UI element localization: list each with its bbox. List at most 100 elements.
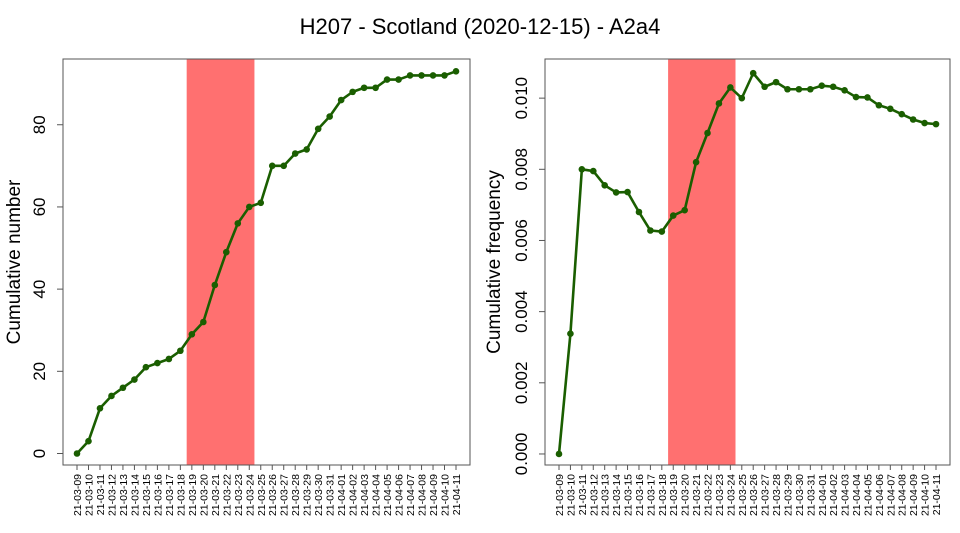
- y-tick-label: 40: [30, 280, 49, 299]
- x-tick-label: 21-03-27: [279, 474, 291, 516]
- data-point: [96, 404, 104, 412]
- x-tick-label: 21-04-01: [817, 474, 829, 516]
- data-point: [337, 96, 345, 104]
- x-tick-label: 21-03-31: [805, 474, 817, 516]
- x-tick-label: 21-03-09: [554, 474, 566, 516]
- x-tick-label: 21-04-04: [851, 474, 863, 516]
- x-tick-label: 21-03-28: [290, 474, 302, 516]
- x-tick-label: 21-04-11: [451, 474, 463, 515]
- x-tick-label: 21-03-22: [221, 474, 233, 516]
- data-point: [177, 347, 184, 355]
- y-tick-label: 0.010: [512, 77, 531, 120]
- data-point: [223, 248, 230, 256]
- y-tick-label: 0.008: [512, 148, 531, 191]
- data-point: [784, 85, 791, 93]
- x-tick-label: 21-03-20: [198, 474, 210, 516]
- data-point: [108, 392, 115, 400]
- data-point: [875, 101, 883, 109]
- x-tick-label: 21-03-25: [256, 474, 268, 516]
- x-tick-label: 21-03-09: [72, 474, 84, 516]
- series-line: [76, 70, 457, 455]
- y-tick-label: 0: [30, 449, 49, 458]
- x-tick-label: 21-03-13: [600, 474, 612, 516]
- data-point: [795, 85, 803, 93]
- data-point: [738, 94, 746, 102]
- x-tick-label: 21-03-18: [175, 474, 187, 516]
- data-point: [257, 199, 265, 207]
- x-tick-label: 21-03-15: [141, 474, 153, 516]
- data-point: [406, 72, 414, 79]
- x-tick-label: 21-03-11: [577, 474, 589, 515]
- x-tick-label: 21-03-30: [313, 474, 325, 516]
- x-tick-label: 21-04-09: [428, 474, 440, 516]
- data-point: [154, 359, 161, 367]
- x-tick-label: 21-04-10: [920, 474, 932, 516]
- data-point: [85, 437, 92, 445]
- x-tick-label: 21-03-12: [106, 474, 118, 516]
- x-tick-label: 21-03-22: [703, 474, 715, 516]
- x-tick-label: 21-04-03: [359, 474, 371, 516]
- x-tick-label: 21-03-19: [668, 474, 680, 516]
- data-point: [601, 182, 608, 189]
- y-tick-label: 0.002: [512, 362, 531, 405]
- y-axis-label: Cumulative number: [4, 179, 25, 344]
- x-tick-label: 21-03-14: [611, 474, 623, 516]
- data-point: [429, 72, 437, 79]
- data-point: [303, 146, 310, 153]
- x-tick-label: 21-04-08: [897, 474, 909, 516]
- x-tick-label: 21-04-03: [840, 474, 852, 516]
- data-point: [349, 88, 356, 96]
- x-tick-label: 21-04-08: [417, 474, 429, 516]
- data-point: [658, 228, 666, 235]
- x-tick-label: 21-03-16: [152, 474, 164, 516]
- x-tick-label: 21-04-04: [371, 474, 383, 516]
- data-point: [578, 166, 586, 173]
- figure-title: H207 - Scotland (2020-12-15) - A2a4: [300, 14, 661, 39]
- x-tick-label: 21-03-10: [83, 474, 95, 516]
- y-tick-label: 0.004: [512, 290, 531, 333]
- x-tick-label: 21-03-25: [737, 474, 749, 516]
- x-tick-label: 21-03-31: [325, 474, 337, 516]
- x-tick-label: 21-03-21: [210, 474, 222, 516]
- x-tick-label: 21-03-24: [244, 474, 256, 516]
- data-point: [234, 220, 242, 227]
- data-point: [314, 125, 322, 133]
- x-tick-label: 21-03-16: [634, 474, 646, 516]
- x-tick-label: 21-03-17: [164, 474, 176, 516]
- data-point: [165, 355, 173, 363]
- data-point: [887, 105, 894, 113]
- x-tick-label: 21-03-15: [623, 474, 635, 516]
- x-tick-label: 21-04-11: [931, 474, 943, 515]
- x-tick-label: 21-03-23: [233, 474, 245, 516]
- x-tick-label: 21-03-21: [691, 474, 703, 516]
- y-tick-label: 0.000: [512, 433, 531, 476]
- data-point: [852, 93, 860, 101]
- data-point: [909, 116, 917, 123]
- x-tick-label: 21-04-10: [440, 474, 452, 516]
- data-point: [589, 167, 597, 175]
- y-tick-label: 20: [30, 362, 49, 381]
- data-point: [418, 72, 425, 79]
- highlight-band: [668, 59, 736, 465]
- data-point: [245, 203, 253, 211]
- data-point: [326, 113, 333, 120]
- x-tick-label: 21-04-09: [908, 474, 920, 516]
- x-tick-label: 21-03-17: [645, 474, 657, 516]
- data-point: [624, 188, 631, 196]
- data-point: [268, 162, 276, 170]
- y-axis-label: Cumulative frequency: [484, 170, 505, 354]
- data-point: [360, 84, 368, 92]
- x-tick-label: 21-04-06: [874, 474, 886, 516]
- data-point: [932, 120, 940, 128]
- x-tick-label: 21-04-05: [382, 474, 394, 516]
- data-point: [818, 82, 826, 89]
- x-tick-label: 21-04-01: [336, 474, 348, 516]
- data-point: [73, 450, 81, 457]
- data-point: [395, 76, 402, 83]
- x-tick-label: 21-03-29: [782, 474, 794, 516]
- data-point: [807, 85, 814, 93]
- data-point: [715, 100, 723, 107]
- data-point: [131, 376, 138, 383]
